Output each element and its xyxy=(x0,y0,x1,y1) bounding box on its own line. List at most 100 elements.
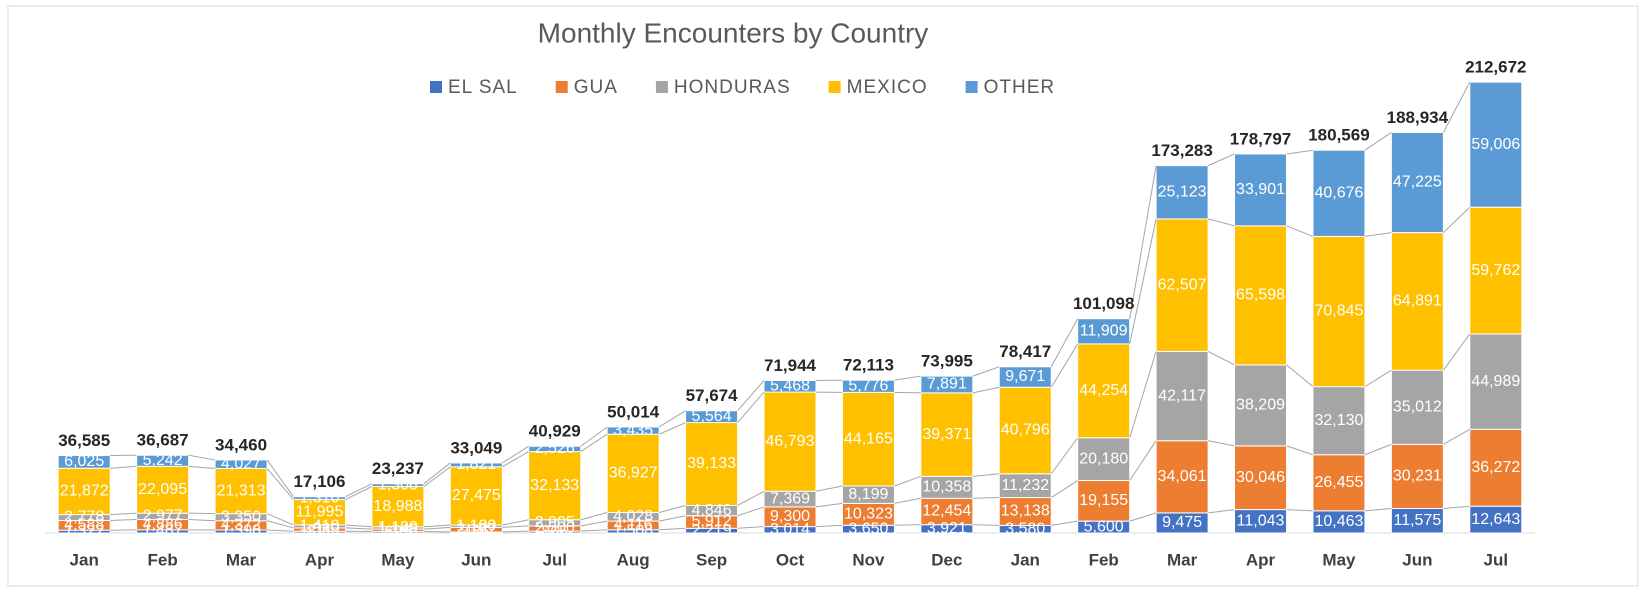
data-label: 1,398 xyxy=(221,523,261,540)
x-tick-label: Dec xyxy=(931,550,962,569)
data-label: 4,028 xyxy=(613,508,653,525)
bar-segment xyxy=(1312,235,1366,388)
data-label: 4,588 xyxy=(64,517,104,534)
x-tick-label: Jun xyxy=(1402,550,1432,569)
bar-segment xyxy=(1469,81,1523,208)
bar-segment xyxy=(57,454,111,469)
total-label: 71,944 xyxy=(764,356,817,375)
legend-swatch xyxy=(828,81,841,93)
bar-segment xyxy=(371,486,425,528)
series-line xyxy=(580,426,608,447)
series-line xyxy=(659,505,686,514)
series-line xyxy=(1050,480,1078,498)
data-label: 11,043 xyxy=(1237,513,1285,530)
data-label: 21,313 xyxy=(217,482,266,499)
series-line xyxy=(815,524,843,528)
data-label: 1,508 xyxy=(613,523,653,540)
series-line xyxy=(1207,350,1235,366)
data-label: 1,821 xyxy=(456,456,496,473)
total-label: 173,283 xyxy=(1151,141,1212,160)
series-line xyxy=(580,520,608,527)
bar-segment xyxy=(1077,343,1131,439)
series-line xyxy=(972,366,1000,377)
data-label: 30,231 xyxy=(1393,468,1442,485)
legend-label: EL SAL xyxy=(448,77,518,98)
data-label: 12,454 xyxy=(922,503,971,520)
series-line xyxy=(815,502,843,508)
series-line xyxy=(1050,343,1079,388)
series-line xyxy=(1129,218,1157,345)
x-tick-label: Apr xyxy=(1246,550,1276,569)
data-label: 1,100 xyxy=(456,517,496,534)
series-line xyxy=(345,524,372,528)
series-line xyxy=(972,497,1000,499)
series-line xyxy=(972,524,1000,526)
series-line xyxy=(1286,149,1314,155)
bar-segment xyxy=(1469,505,1523,534)
series-line xyxy=(1442,81,1471,133)
data-label: 35,012 xyxy=(1393,398,1442,415)
bar-segment xyxy=(841,379,895,393)
x-tick-label: May xyxy=(381,550,415,569)
series-line xyxy=(894,475,922,487)
bar-segment xyxy=(920,497,974,526)
legend-label: HONDURAS xyxy=(674,77,791,98)
bar-segment xyxy=(449,466,503,526)
data-label: 26,455 xyxy=(1314,474,1363,491)
bar-segment xyxy=(1390,369,1444,445)
legend: EL SAL GUA HONDURAS MEXICO OTHER xyxy=(430,77,1056,98)
legend-swatch xyxy=(655,81,668,93)
data-label: 64,891 xyxy=(1393,293,1442,310)
total-label: 34,460 xyxy=(215,435,267,454)
series-line xyxy=(1443,206,1471,233)
data-label: 3,435 xyxy=(613,422,653,439)
data-label: 5,912 xyxy=(692,513,732,530)
data-label: 65,598 xyxy=(1236,287,1285,304)
data-label: 2,500 xyxy=(535,520,575,537)
bar-segment xyxy=(371,483,425,488)
legend-label: MEXICO xyxy=(847,77,928,98)
data-label: 6,025 xyxy=(64,453,104,470)
series-line xyxy=(1208,440,1235,447)
series-line xyxy=(110,465,137,469)
series-line xyxy=(659,527,686,531)
bar-segment xyxy=(1234,225,1288,366)
legend-swatch xyxy=(965,81,978,93)
bar-segment xyxy=(136,454,190,467)
x-tick-label: Oct xyxy=(776,550,805,569)
total-label: 33,049 xyxy=(450,438,502,457)
data-label: 18,988 xyxy=(373,498,422,515)
data-label: 3,650 xyxy=(848,520,888,537)
x-tick-label: Jan xyxy=(1011,550,1040,569)
series-line xyxy=(737,506,765,517)
legend-label: GUA xyxy=(574,77,618,98)
data-label: 3,350 xyxy=(221,508,261,525)
total-label: 180,569 xyxy=(1308,126,1369,145)
data-label: 47,225 xyxy=(1393,174,1442,191)
series-line xyxy=(345,486,373,500)
x-tick-label: Feb xyxy=(148,550,178,569)
series-line xyxy=(345,483,373,498)
data-label: 32,133 xyxy=(530,477,579,494)
bar-segment xyxy=(214,467,268,515)
bar-segment xyxy=(528,445,582,453)
data-label: 2,167 xyxy=(456,521,496,538)
series-line xyxy=(1442,333,1471,371)
series-line xyxy=(502,525,529,528)
data-label: 19,155 xyxy=(1079,492,1128,509)
total-label: 101,098 xyxy=(1073,294,1134,313)
data-label: 9,475 xyxy=(1162,514,1202,531)
data-label: 7,369 xyxy=(770,490,810,507)
bar-segment xyxy=(998,366,1052,388)
data-label: 70,845 xyxy=(1314,303,1363,320)
series-line xyxy=(815,485,843,492)
series-line xyxy=(502,530,529,533)
legend-label: OTHER xyxy=(984,77,1056,98)
series-line xyxy=(580,512,608,521)
series-line xyxy=(188,465,216,469)
series-line xyxy=(188,454,216,461)
x-tick-label: Sep xyxy=(696,550,727,569)
x-tick-label: Mar xyxy=(226,550,257,569)
data-label: 22,095 xyxy=(138,481,187,498)
series-line xyxy=(423,466,451,487)
